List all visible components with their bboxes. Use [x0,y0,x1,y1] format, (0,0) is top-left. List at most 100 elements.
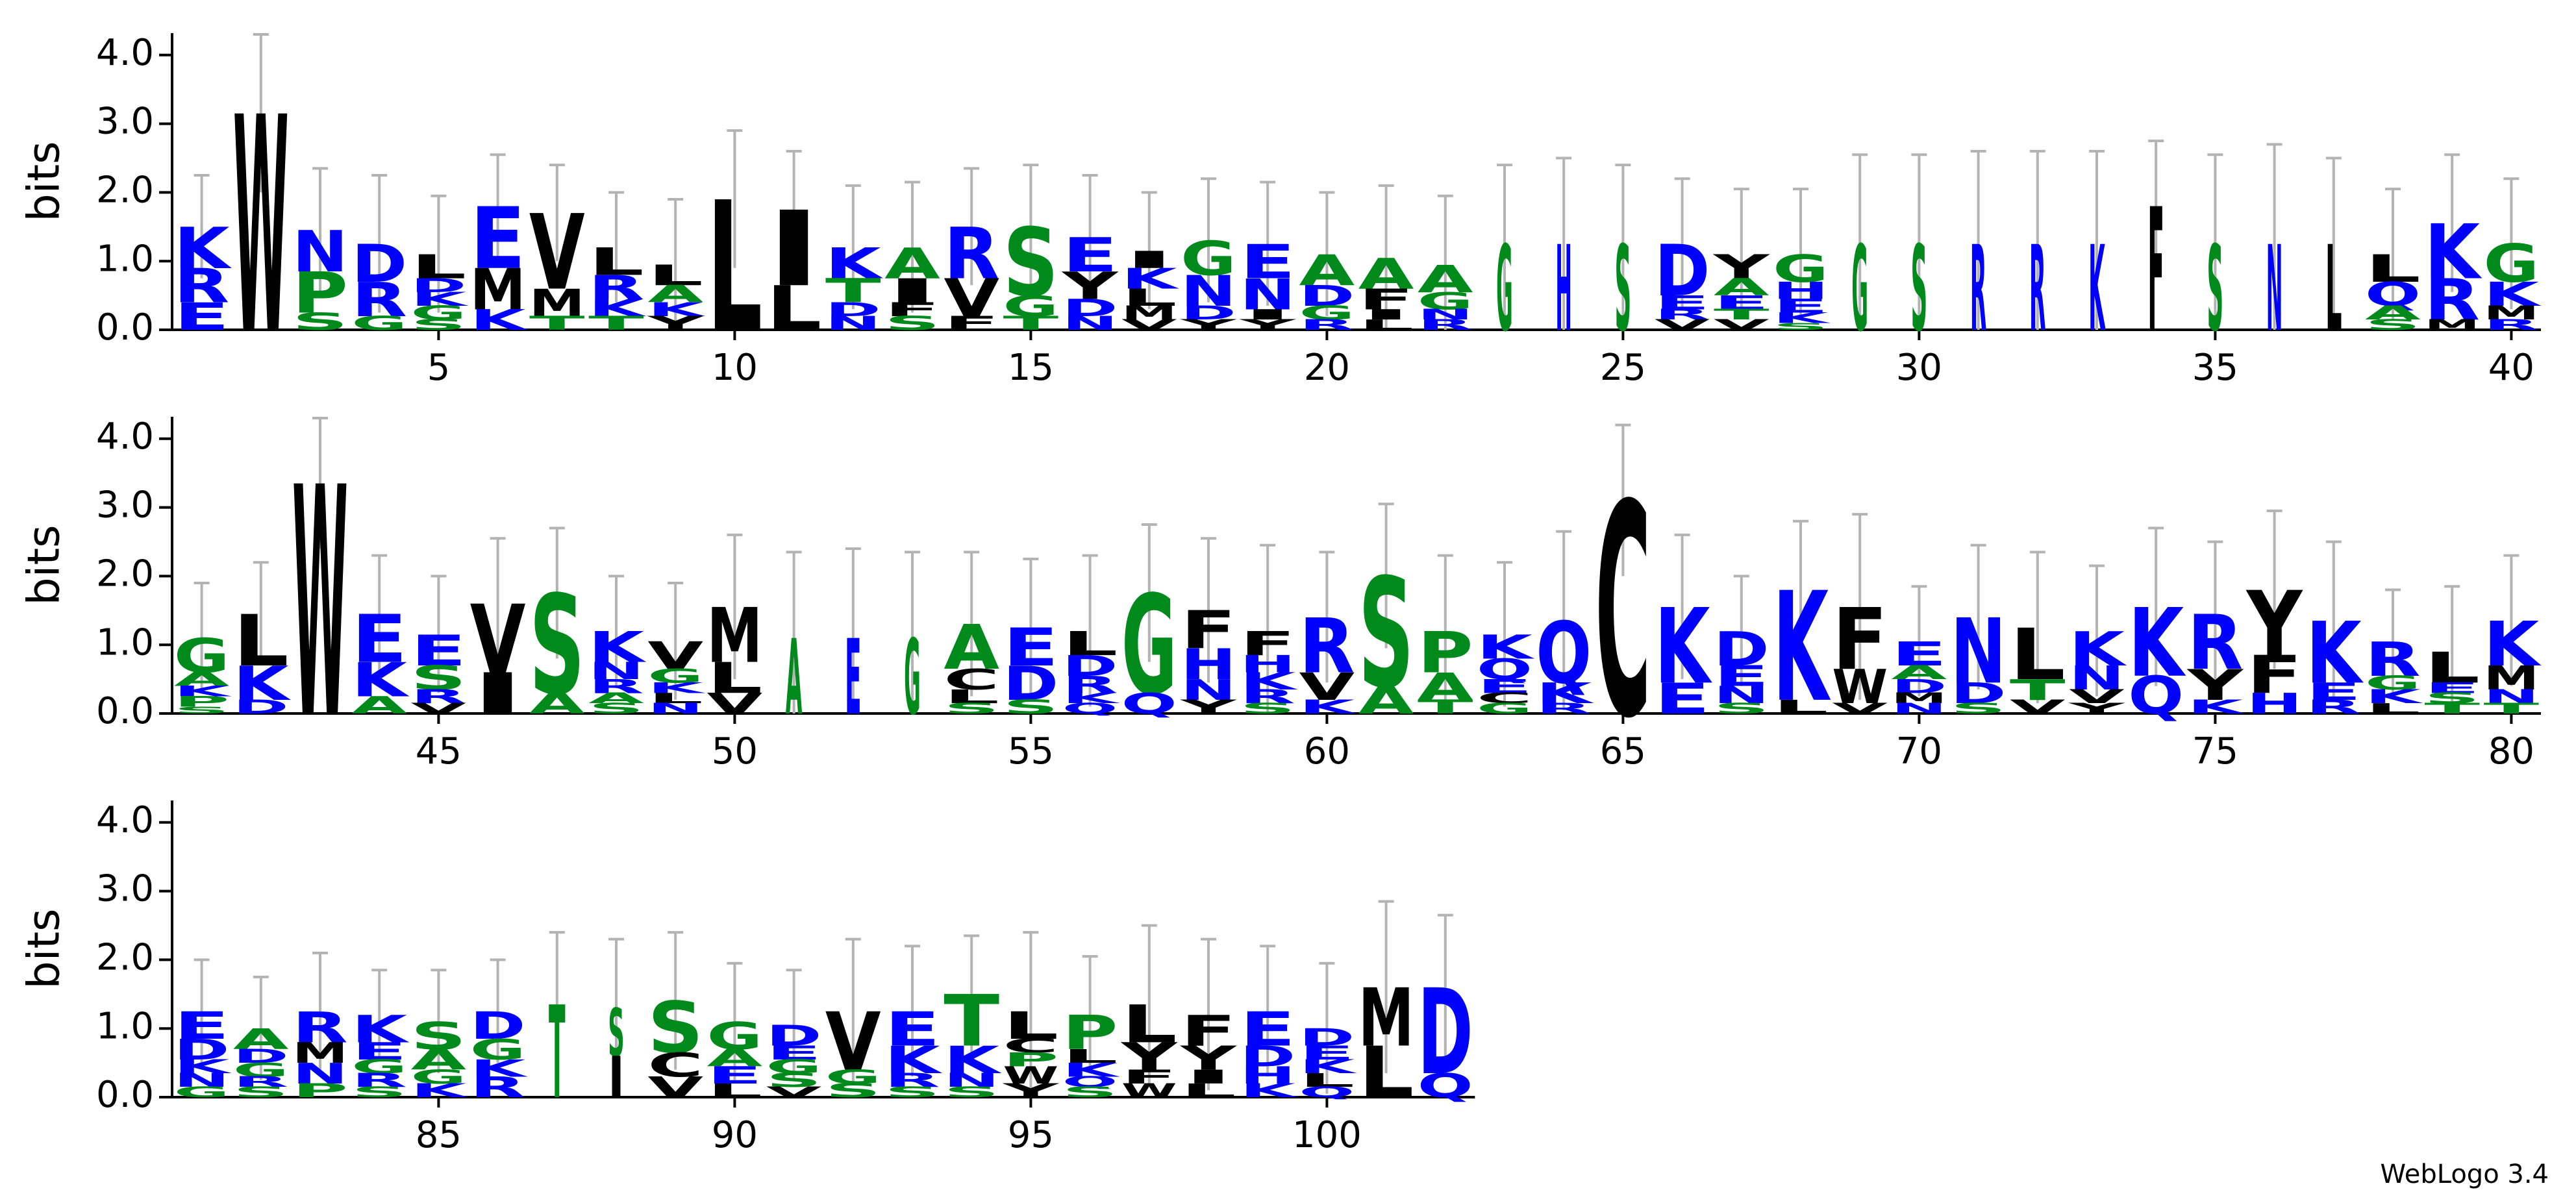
residue-letter: K [2306,604,2364,703]
residue-letter: D [825,299,881,321]
residue-letter: G [2365,673,2421,695]
y-tick-label: 2.0 [96,169,154,212]
residue-letter: L [1121,995,1177,1055]
residue-letter: S [884,1084,940,1100]
x-tick-label: 15 [1008,347,1054,389]
residue-letter: E [2424,680,2480,696]
residue-letter: S [529,566,585,725]
residue-letter: Q [1299,1084,1355,1100]
residue-letter: R [1418,317,1473,333]
residue-letter: R [2424,267,2480,333]
x-tick-label: 70 [1896,730,1942,773]
residue-letter: F [1181,1006,1236,1056]
residue-letter: G [470,1034,526,1067]
residue-letter: V [1714,317,1769,333]
residue-letter: G [233,1060,289,1082]
x-tick-label: 80 [2488,730,2534,773]
residue-letter: V [2069,686,2125,708]
residue-letter: Y [1239,317,1297,333]
residue-letter: S [292,308,348,335]
residue-letter: R [174,258,230,314]
residue-letter: T [944,980,999,1063]
residue-letter: R [2365,632,2421,688]
residue-letter: R [1536,700,1592,717]
residue-letter: H [1555,221,1572,358]
residue-letter: M [292,1037,348,1070]
residue-letter: R [1062,671,1118,698]
residue-letter: G [1181,231,1236,286]
residue-letter: D [174,1034,230,1067]
residue-letter: V [1121,317,1177,333]
residue-letter: K [647,680,706,696]
residue-letter: A [529,688,585,721]
residue-letter: Y [1180,1039,1238,1078]
residue-letter: A [884,239,940,288]
x-tick-label: 10 [712,347,758,389]
residue-letter: R [1970,221,1987,358]
residue-letter: K [1655,587,1713,708]
residue-letter: G [1851,221,1868,358]
residue-letter: S [2207,221,2224,358]
residue-letter: D [233,697,289,719]
residue-letter: L [2010,614,2066,696]
residue-letter: T [1003,313,1059,335]
residue-letter: S [766,1070,822,1092]
residue-letter: F [2247,645,2303,706]
residue-letter: F [884,299,940,321]
residue-letter: M [1892,690,1947,706]
residue-letter: E [707,1061,763,1089]
residue-letter: K [1299,1056,1358,1078]
residue-letter: K [1536,677,1594,710]
residue-letter: S [1615,221,1632,358]
residue-letter: K [233,656,292,712]
residue-letter: T [2424,700,2480,717]
y-tick-label: 4.0 [96,799,154,841]
residue-letter: E [174,1004,230,1048]
residue-letter: K [174,1056,232,1078]
residue-letter: N [1418,306,1473,323]
residue-letter: G [1773,247,1829,291]
residue-letter: E [411,626,467,676]
residue-letter: E [1240,234,1295,290]
y-tick-label: 3.0 [96,484,154,527]
residue-letter: K [2088,221,2106,358]
residue-letter: R [1299,602,1355,690]
residue-letter: Y [1061,264,1118,308]
residue-letter: N [588,657,644,684]
residue-letter: E [1299,1042,1355,1064]
residue-letter: A [1714,273,1769,301]
residue-letter: H [1181,640,1236,689]
residue-letter: I [1121,246,1177,273]
residue-letter: V [470,586,526,695]
residue-letter: G [1477,700,1532,717]
residue-letter: W [1003,1061,1059,1089]
residue-letter: K [2188,697,2246,719]
residue-letter: T [529,313,585,335]
residue-letter: K [884,1039,942,1082]
x-tick-label: 65 [1600,730,1646,773]
residue-letter: E [1003,618,1059,678]
residue-letter: G [2484,234,2540,295]
residue-letter: S [884,313,940,335]
residue-letter: H [2247,688,2303,721]
residue-letter: Y [647,313,705,335]
residue-letter: P [1003,1049,1059,1071]
x-tick-label: 40 [2488,347,2534,389]
x-tick-label: 85 [416,1114,462,1156]
residue-letter: Y [1120,1035,1177,1078]
x-tick-label: 25 [1600,347,1646,389]
x-tick-label: 55 [1008,730,1054,773]
residue-letter: R [351,273,407,328]
residue-letter: A [174,669,230,691]
residue-letter: M [529,282,585,325]
residue-letter: H [1240,1061,1295,1089]
residue-letter: I [766,190,822,310]
residue-letter: F [2147,172,2164,370]
residue-letter: C [1477,690,1532,706]
residue-letter: G [351,313,407,335]
residue-letter: S [2424,690,2480,706]
x-tick-label: 45 [416,730,462,773]
residue-letter: R [2484,317,2540,333]
residue-letter: S [1358,547,1414,722]
